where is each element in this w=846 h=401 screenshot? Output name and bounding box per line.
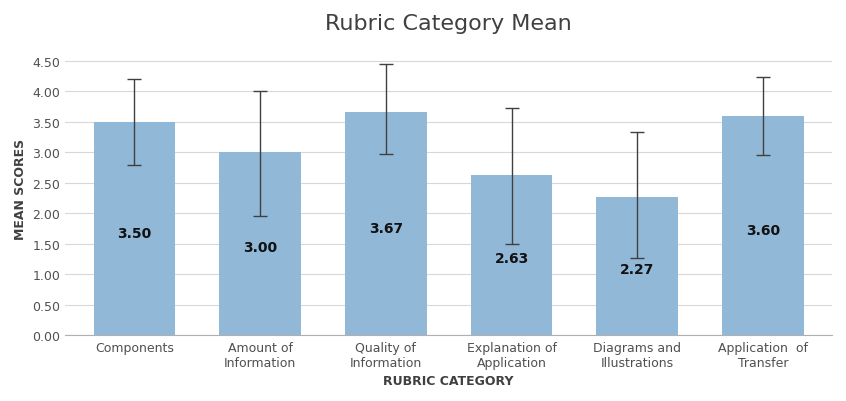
- Bar: [94, 123, 175, 335]
- Y-axis label: MEAN SCORES: MEAN SCORES: [14, 139, 27, 240]
- Text: 3.50: 3.50: [118, 226, 151, 240]
- Bar: [219, 153, 301, 335]
- Bar: [722, 117, 804, 335]
- Text: 2.63: 2.63: [494, 251, 529, 265]
- Text: 2.27: 2.27: [620, 262, 655, 276]
- Bar: [470, 176, 552, 335]
- Text: 3.00: 3.00: [243, 241, 277, 255]
- Text: 3.67: 3.67: [369, 221, 403, 235]
- Text: 3.60: 3.60: [746, 223, 780, 237]
- Bar: [596, 197, 678, 335]
- Bar: [345, 112, 426, 335]
- Title: Rubric Category Mean: Rubric Category Mean: [326, 14, 572, 34]
- X-axis label: RUBRIC CATEGORY: RUBRIC CATEGORY: [383, 374, 514, 387]
